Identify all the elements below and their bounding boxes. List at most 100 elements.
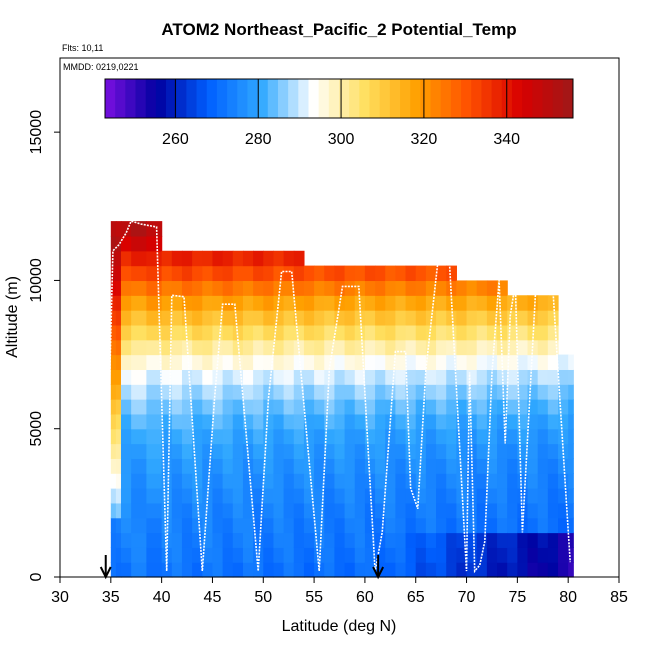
heatmap-cell: [242, 399, 254, 415]
heatmap-cell: [192, 280, 203, 296]
heatmap-cell: [120, 413, 132, 430]
heatmap-cell: [507, 413, 518, 430]
heatmap-cell: [364, 517, 376, 534]
heatmap-cell: [202, 458, 214, 474]
heatmap-cell: [115, 473, 122, 489]
heatmap-cell: [314, 354, 325, 370]
heatmap-cell: [385, 280, 396, 296]
heatmap-cell: [303, 532, 315, 548]
heatmap-cell: [324, 413, 336, 430]
heatmap-cell: [375, 458, 386, 474]
heatmap-cell: [314, 310, 325, 326]
chart-title: ATOM2 Northeast_Pacific_2 Potential_Temp: [161, 20, 516, 39]
colorbar-tick-label: 280: [245, 131, 272, 148]
heatmap-cell: [120, 562, 132, 578]
heatmap-cell: [547, 502, 559, 519]
heatmap-cell: [456, 339, 468, 356]
heatmap-cell: [415, 310, 427, 326]
heatmap-cell: [527, 443, 539, 459]
heatmap-cell: [232, 473, 244, 489]
heatmap-cell: [334, 532, 346, 548]
heatmap-cell: [568, 458, 574, 474]
heatmap-cell: [232, 562, 244, 578]
heatmap-cell: [395, 399, 407, 415]
heatmap-cell: [181, 413, 193, 430]
heatmap-cell: [192, 310, 203, 326]
heatmap-cell: [415, 532, 427, 548]
colorbar-tick-label: 340: [493, 131, 520, 148]
heatmap-cell: [364, 547, 376, 563]
heatmap-cell: [146, 324, 163, 341]
heatmap-cell: [314, 517, 325, 534]
heatmap-cell: [146, 547, 163, 563]
heatmap-cell: [181, 458, 193, 474]
heatmap-cell: [171, 502, 183, 519]
heatmap-cell: [375, 369, 386, 385]
heatmap-cell: [497, 562, 508, 578]
colorbar-cell: [145, 79, 157, 118]
heatmap-cell: [253, 502, 264, 519]
heatmap-cell: [527, 428, 539, 445]
heatmap-cell: [110, 339, 117, 356]
heatmap-cell: [527, 488, 539, 504]
heatmap-cell: [253, 517, 264, 534]
heatmap-cell: [120, 280, 132, 296]
heatmap-cell: [242, 488, 254, 504]
heatmap-cell: [115, 562, 122, 578]
heatmap-cell: [283, 265, 295, 282]
heatmap-cell: [364, 384, 376, 400]
heatmap-cell: [395, 324, 407, 341]
heatmap-cell: [115, 428, 122, 445]
heatmap-cell: [110, 562, 117, 578]
heatmap-cell: [558, 547, 569, 563]
heatmap-cell: [395, 502, 407, 519]
colorbar-cell: [105, 79, 116, 118]
heatmap-cell: [364, 502, 376, 519]
heatmap-cell: [415, 295, 427, 311]
heatmap-cell: [517, 384, 529, 400]
heatmap-cell: [476, 488, 488, 504]
colorbar-cell: [379, 79, 391, 118]
heatmap-cell: [476, 399, 488, 415]
heatmap-cell: [283, 354, 295, 370]
heatmap-cell: [537, 295, 549, 311]
heatmap-cell: [547, 339, 559, 356]
heatmap-cell: [344, 473, 356, 489]
heatmap-cell: [273, 502, 285, 519]
heatmap-cell: [192, 458, 203, 474]
heatmap-cell: [568, 428, 574, 445]
heatmap-cell: [375, 473, 386, 489]
heatmap-cell: [466, 562, 478, 578]
heatmap-cell: [497, 295, 508, 311]
heatmap-cell: [263, 265, 275, 282]
heatmap-cell: [161, 473, 173, 489]
heatmap-cell: [283, 547, 295, 563]
heatmap-cell: [527, 369, 539, 385]
heatmap-cell: [232, 280, 244, 296]
heatmap-cell: [395, 384, 407, 400]
heatmap-cell: [242, 428, 254, 445]
heatmap-cell: [303, 324, 315, 341]
heatmap-cell: [466, 547, 478, 563]
heatmap-cell: [436, 443, 447, 459]
heatmap-cell: [131, 369, 147, 385]
heatmap-cell: [146, 280, 163, 296]
heatmap-cell: [558, 369, 569, 385]
heatmap-cell: [146, 221, 163, 237]
heatmap-cell: [171, 488, 183, 504]
heatmap-cell: [181, 369, 193, 385]
heatmap-cell: [466, 324, 478, 341]
heatmap-cell: [171, 384, 183, 400]
colorbar-cell: [440, 79, 452, 118]
heatmap-cell: [110, 280, 117, 296]
heatmap-cell: [456, 428, 468, 445]
heatmap-cell: [242, 280, 254, 296]
heatmap-cell: [253, 250, 264, 267]
heatmap-cell: [375, 399, 386, 415]
heatmap-cell: [242, 339, 254, 356]
heatmap-cell: [385, 443, 396, 459]
heatmap-cell: [253, 354, 264, 370]
heatmap-cell: [547, 399, 559, 415]
heatmap-cell: [222, 413, 234, 430]
colorbar-cell: [277, 79, 289, 118]
